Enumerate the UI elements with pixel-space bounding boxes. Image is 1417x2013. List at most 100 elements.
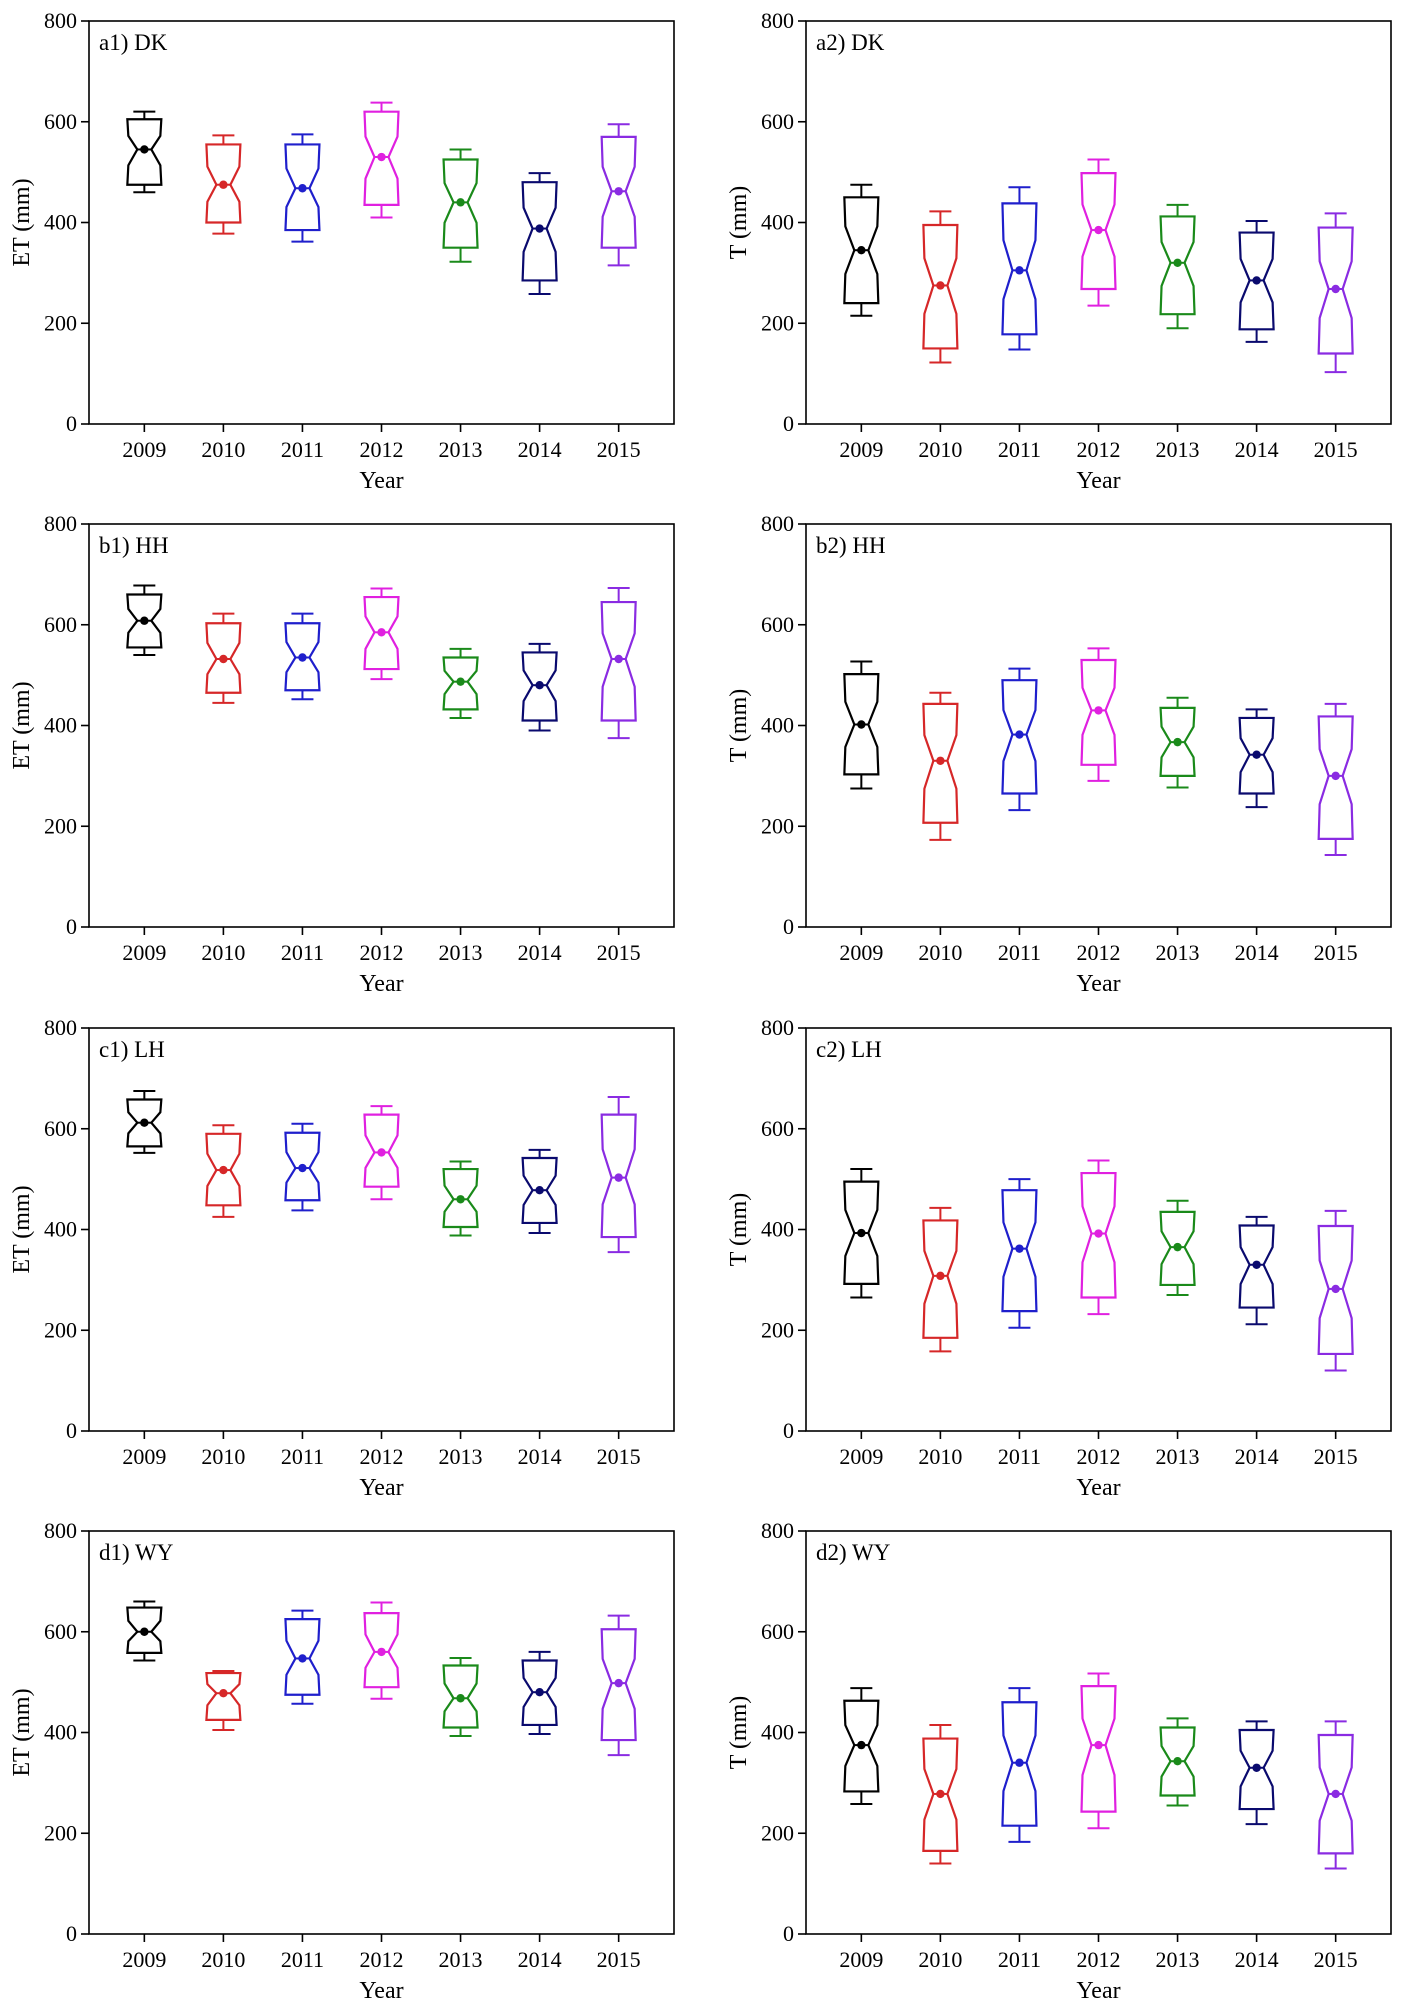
box-body: [1159, 1726, 1196, 1797]
box-body: [126, 1606, 163, 1655]
x-tick-label: 2012: [1077, 1444, 1121, 1469]
box-body: [284, 1618, 321, 1696]
x-tick-label: 2013: [1156, 437, 1200, 462]
x-tick-label: 2015: [1314, 1947, 1358, 1972]
box-body: [1317, 715, 1354, 840]
median-marker: [298, 184, 307, 193]
panel-label: a2) DK: [816, 30, 885, 55]
box-body: [1080, 658, 1117, 766]
box-2015: [1317, 702, 1354, 856]
median-marker: [1094, 706, 1103, 715]
box-2010: [205, 612, 242, 704]
x-tick-label: 2013: [439, 1444, 483, 1469]
box-2013: [1159, 1717, 1196, 1807]
plot-frame: [88, 1027, 675, 1432]
median-marker: [936, 756, 945, 765]
y-axis-title: ET (mm): [9, 1688, 35, 1776]
y-tick-label: 200: [761, 1820, 794, 1845]
box-body: [521, 181, 558, 282]
y-tick-label: 400: [761, 210, 794, 235]
box-2010: [205, 1670, 242, 1731]
box-2010: [922, 691, 959, 841]
median-marker: [140, 616, 149, 625]
x-tick-label: 2013: [439, 1947, 483, 1972]
y-axis-title: T (mm): [726, 1193, 752, 1267]
box-body: [843, 196, 880, 305]
y-tick-label: 200: [761, 813, 794, 838]
x-tick-label: 2012: [360, 1947, 404, 1972]
plot-frame: [805, 1530, 1392, 1935]
box-2012: [363, 1105, 400, 1201]
median-marker: [140, 1118, 149, 1127]
y-tick-label: 400: [761, 1217, 794, 1242]
x-tick-label: 2013: [439, 940, 483, 965]
y-tick-label: 400: [44, 1720, 77, 1745]
plot-frame: [805, 20, 1392, 425]
box-body: [126, 1098, 163, 1148]
x-tick-label: 2009: [122, 1947, 166, 1972]
y-tick-label: 0: [783, 1418, 794, 1443]
box-body: [1317, 226, 1354, 355]
y-tick-label: 800: [44, 8, 77, 33]
x-tick-label: 2013: [439, 437, 483, 462]
box-body: [1080, 1171, 1117, 1299]
y-tick-label: 200: [761, 310, 794, 335]
y-axis-title: T (mm): [726, 186, 752, 260]
box-2014: [1238, 1720, 1275, 1826]
box-2009: [843, 1168, 880, 1299]
y-tick-label: 200: [44, 1317, 77, 1342]
median-marker: [219, 1165, 228, 1175]
x-tick-label: 2009: [122, 940, 166, 965]
median-marker: [298, 653, 307, 662]
y-tick-label: 600: [761, 1619, 794, 1644]
box-2012: [363, 587, 400, 681]
box-body: [1238, 1224, 1275, 1309]
median-marker: [1015, 1244, 1024, 1253]
box-body: [363, 1612, 400, 1689]
median-marker: [140, 1627, 149, 1636]
box-2009: [126, 110, 163, 194]
plot-frame: [88, 523, 675, 928]
chart-panel: d1) WY 0 200 400 600 800 ET (mm) 2009 2010 2011 20…: [9, 1518, 675, 2004]
box-2013: [442, 148, 479, 263]
box-2015: [1317, 1720, 1354, 1870]
box-body: [363, 110, 400, 206]
x-tick-label: 2013: [1156, 940, 1200, 965]
box-body: [600, 1113, 637, 1239]
x-tick-label: 2015: [597, 437, 641, 462]
median-marker: [1094, 225, 1103, 235]
y-tick-label: 800: [44, 511, 77, 536]
median-marker: [1331, 1789, 1340, 1799]
median-marker: [614, 654, 623, 664]
x-tick-label: 2010: [918, 1947, 962, 1972]
y-tick-label: 800: [44, 1015, 77, 1040]
x-tick-label: 2010: [918, 437, 962, 462]
median-marker: [219, 180, 228, 189]
box-2014: [1238, 708, 1275, 809]
y-tick-label: 600: [761, 612, 794, 637]
box-body: [442, 1664, 479, 1729]
y-tick-label: 600: [44, 612, 77, 637]
box-body: [1238, 716, 1275, 795]
y-tick-label: 600: [44, 109, 77, 134]
box-2012: [1080, 1159, 1117, 1316]
box-2009: [126, 1600, 163, 1662]
y-tick-label: 200: [44, 1820, 77, 1845]
chart-panel: c2) LH 0 200 400 600 800 T (mm) 2009 2010 2011 201…: [726, 1015, 1392, 1501]
box-2011: [284, 612, 321, 701]
y-tick-label: 800: [761, 8, 794, 33]
x-tick-label: 2011: [998, 1947, 1041, 1972]
x-tick-label: 2013: [1156, 1444, 1200, 1469]
box-2010: [205, 1124, 242, 1218]
box-body: [126, 593, 163, 649]
median-marker: [1252, 1763, 1261, 1772]
chart-panel: b1) HH 0 200 400 600 800 ET (mm) 2009 2010 2011 20…: [9, 511, 675, 997]
box-2009: [843, 1687, 880, 1806]
box-2014: [1238, 219, 1275, 343]
box-body: [442, 158, 479, 249]
chart-panel: d2) WY 0 200 400 600 800 T (mm) 2009 2010 2011 201…: [726, 1518, 1392, 2004]
box-2012: [1080, 647, 1117, 782]
box-body: [922, 1219, 959, 1339]
y-axis-title: T (mm): [726, 689, 752, 763]
